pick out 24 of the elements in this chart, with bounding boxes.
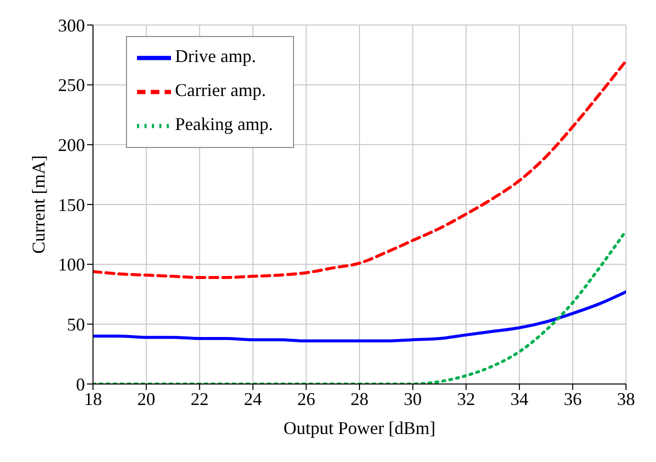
legend-label: Drive amp. — [175, 46, 256, 66]
y-axis-title: Current [mA] — [28, 155, 48, 254]
line-series — [93, 290, 626, 342]
legend-label: Carrier amp. — [175, 80, 266, 100]
y-tick-label: 150 — [58, 194, 85, 215]
x-tick-label: 20 — [137, 388, 156, 409]
y-tick-label: 100 — [58, 254, 85, 275]
y-tick-label: 50 — [67, 314, 85, 335]
x-tick-label: 28 — [350, 388, 368, 409]
y-tick-label: 0 — [76, 374, 85, 394]
legend-label: Peaking amp. — [175, 114, 273, 134]
y-tick-label: 300 — [58, 15, 85, 36]
y-tick-label: 200 — [58, 135, 85, 156]
x-tick-label: 32 — [457, 388, 476, 409]
x-tick-label: 22 — [190, 388, 209, 409]
x-tick-label: 26 — [297, 388, 316, 409]
x-tick-label: 30 — [404, 388, 422, 409]
x-tick-label: 34 — [510, 388, 528, 409]
x-tick-label: 38 — [617, 388, 635, 409]
x-tick-label: 36 — [564, 388, 582, 409]
x-tick-label: 18 — [84, 388, 102, 409]
x-tick-label: 24 — [244, 388, 262, 409]
x-axis-title: Output Power [dBm] — [284, 418, 436, 438]
y-tick-label: 250 — [58, 75, 85, 96]
